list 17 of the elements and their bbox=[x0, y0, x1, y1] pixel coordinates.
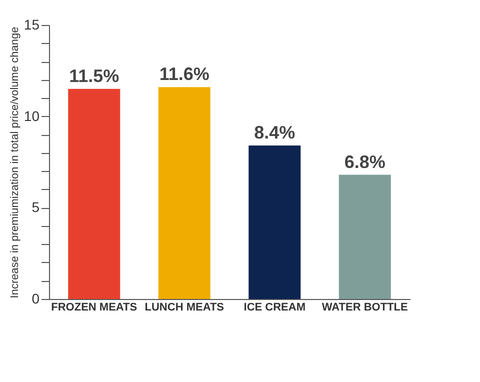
y-tick-label: 0 bbox=[32, 290, 40, 306]
bar bbox=[338, 174, 391, 299]
data-label: 11.5% bbox=[69, 66, 120, 86]
bar bbox=[68, 88, 120, 299]
data-label: 8.4% bbox=[254, 122, 296, 143]
x-tick-label: ICE CREAM bbox=[244, 302, 306, 314]
bar bbox=[158, 87, 210, 299]
x-tick-label: LUNCH MEATS bbox=[144, 302, 224, 314]
bar bbox=[248, 146, 301, 299]
data-label: 6.8% bbox=[344, 152, 386, 172]
data-label: 11.6% bbox=[159, 64, 210, 84]
x-tick-label: FROZEN MEATS bbox=[51, 302, 138, 314]
y-tick-label: 15 bbox=[24, 16, 40, 32]
y-tick-label: 10 bbox=[24, 108, 40, 124]
y-axis-title: Increase in premiumization in total price/volume change bbox=[8, 26, 21, 298]
y-tick-label: 5 bbox=[32, 199, 40, 216]
x-tick-label: WATER BOTTLE bbox=[322, 302, 408, 314]
